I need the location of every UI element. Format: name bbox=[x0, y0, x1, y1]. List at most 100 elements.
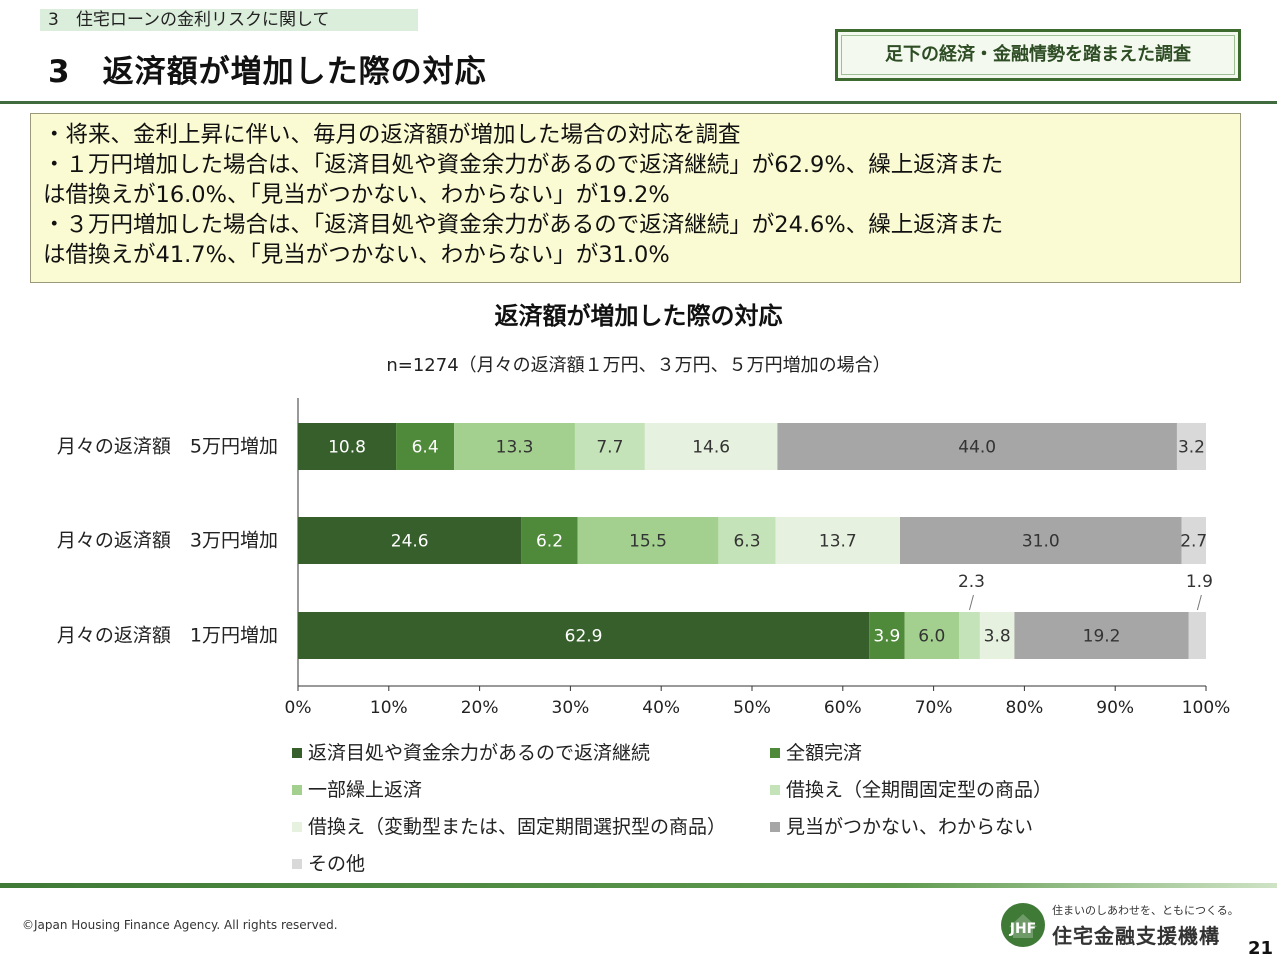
legend-swatch bbox=[292, 859, 302, 869]
bar-segment bbox=[1181, 517, 1206, 564]
x-tick-label: 60% bbox=[824, 698, 862, 718]
bar-segment bbox=[396, 423, 455, 470]
legend-item: 借換え（全期間固定型の商品） bbox=[770, 775, 1052, 802]
category-label: 月々の返済額 5万円増加 bbox=[57, 436, 278, 458]
bar-segment bbox=[904, 612, 960, 659]
bar-segment bbox=[298, 423, 397, 470]
legend-swatch bbox=[770, 748, 780, 758]
data-label: 6.3 bbox=[733, 532, 760, 552]
title-divider bbox=[0, 101, 1277, 104]
agency-logo: JHF 住まいのしあわせを、ともにつくる。 住宅金融支援機構 bbox=[1000, 900, 1248, 955]
legend-swatch bbox=[292, 748, 302, 758]
bar-segment bbox=[1014, 612, 1189, 659]
data-label: 15.5 bbox=[629, 532, 667, 552]
bar-segment bbox=[979, 612, 1015, 659]
legend-label: 全額完済 bbox=[786, 742, 863, 764]
x-tick-label: 90% bbox=[1096, 698, 1134, 718]
data-label: 3.9 bbox=[873, 627, 900, 647]
data-label: 31.0 bbox=[1022, 532, 1060, 552]
legend-swatch bbox=[292, 785, 302, 795]
x-tick-label: 50% bbox=[733, 698, 771, 718]
page-number: 21 bbox=[1248, 938, 1274, 959]
bar-segment bbox=[959, 612, 980, 659]
data-label: 10.8 bbox=[328, 438, 366, 458]
data-label: 6.4 bbox=[412, 438, 439, 458]
data-label: 1.9 bbox=[1186, 572, 1213, 592]
legend-label: 借換え（全期間固定型の商品） bbox=[786, 779, 1053, 801]
bar-segment bbox=[1188, 612, 1206, 659]
bar-segment bbox=[577, 517, 719, 564]
data-label: 24.6 bbox=[391, 532, 429, 552]
data-label: 2.7 bbox=[1180, 532, 1207, 552]
x-tick-label: 10% bbox=[370, 698, 408, 718]
logo-name: 住宅金融支援機構 bbox=[1052, 924, 1220, 948]
data-label: 19.2 bbox=[1083, 627, 1121, 647]
summary-line: は借換えが16.0%、「見当がつかない、わからない」が19.2% bbox=[43, 182, 670, 208]
x-tick-label: 0% bbox=[285, 698, 312, 718]
section-tag: 3 住宅ローンの金利リスクに関して bbox=[40, 9, 418, 31]
legend-swatch bbox=[770, 822, 780, 832]
category-label: 月々の返済額 1万円増加 bbox=[57, 625, 278, 647]
legend-label: 返済目処や資金余力があるので返済継続 bbox=[308, 742, 651, 764]
legend-label: 見当がつかない、わからない bbox=[786, 816, 1034, 838]
page-title: 3 返済額が増加した際の対応 bbox=[48, 54, 487, 90]
copyright-text: ©Japan Housing Finance Agency. All right… bbox=[22, 918, 338, 932]
data-label: 6.2 bbox=[536, 532, 563, 552]
bar-segment bbox=[718, 517, 776, 564]
chart-title: 返済額が増加した際の対応 bbox=[494, 302, 783, 330]
bar-segment bbox=[644, 423, 778, 470]
bar-segment bbox=[775, 517, 901, 564]
data-label: 6.0 bbox=[918, 627, 945, 647]
x-tick-label: 40% bbox=[642, 698, 680, 718]
x-tick-label: 80% bbox=[1006, 698, 1044, 718]
data-label: 62.9 bbox=[565, 627, 603, 647]
house-logo-icon: JHF bbox=[1001, 903, 1045, 947]
legend-label: 一部繰上返済 bbox=[308, 779, 423, 801]
data-label: 2.3 bbox=[958, 572, 985, 592]
bar-segment bbox=[574, 423, 645, 470]
data-label: 13.3 bbox=[496, 438, 534, 458]
category-label: 月々の返済額 3万円増加 bbox=[57, 530, 278, 552]
data-label: 44.0 bbox=[958, 438, 996, 458]
logo-mark-text: JHF bbox=[1009, 921, 1037, 937]
bar-segment bbox=[298, 517, 522, 564]
x-tick-label: 20% bbox=[461, 698, 499, 718]
x-tick-label: 30% bbox=[552, 698, 590, 718]
data-label: 13.7 bbox=[819, 532, 857, 552]
legend-label: 借換え（変動型または、固定期間選択型の商品） bbox=[308, 816, 727, 838]
summary-line: ・３万円増加した場合は、「返済目処や資金余力があるので返済継続」が24.6%、繰… bbox=[43, 212, 1004, 238]
chart-subtitle: n=1274（月々の返済額１万円、３万円、５万円増加の場合） bbox=[386, 355, 891, 376]
summary-box: ・将来、金利上昇に伴い、毎月の返済額が増加した場合の対応を調査 ・１万円増加した… bbox=[30, 113, 1241, 283]
x-tick-label: 70% bbox=[915, 698, 953, 718]
data-label-leader bbox=[968, 594, 974, 611]
bar-segment bbox=[521, 517, 578, 564]
summary-line: ・１万円増加した場合は、「返済目処や資金余力があるので返済継続」が62.9%、繰… bbox=[43, 152, 1004, 178]
legend-item: 返済目処や資金余力があるので返済継続 bbox=[292, 738, 650, 765]
legend-swatch bbox=[292, 822, 302, 832]
bar-segment bbox=[869, 612, 905, 659]
data-label: 7.7 bbox=[596, 438, 623, 458]
legend-item: 借換え（変動型または、固定期間選択型の商品） bbox=[292, 812, 726, 839]
legend-item: 全額完済 bbox=[770, 738, 862, 765]
footer-divider bbox=[0, 883, 1277, 888]
data-label: 3.8 bbox=[984, 627, 1011, 647]
survey-badge: 足下の経済・金融情勢を踏まえた調査 bbox=[835, 29, 1241, 81]
legend-swatch bbox=[770, 785, 780, 795]
summary-line: ・将来、金利上昇に伴い、毎月の返済額が増加した場合の対応を調査 bbox=[43, 122, 741, 148]
summary-line: は借換えが41.7%、「見当がつかない、わからない」が31.0% bbox=[43, 242, 670, 268]
data-label-leader bbox=[1196, 594, 1202, 611]
bar-segment bbox=[777, 423, 1177, 470]
data-label: 3.2 bbox=[1178, 438, 1205, 458]
legend-item: 一部繰上返済 bbox=[292, 775, 422, 802]
legend-item: その他 bbox=[292, 849, 365, 876]
bar-segment bbox=[454, 423, 575, 470]
logo-tagline: 住まいのしあわせを、ともにつくる。 bbox=[1052, 904, 1239, 917]
data-label: 14.6 bbox=[692, 438, 730, 458]
bar-segment bbox=[1176, 423, 1206, 470]
legend-item: 見当がつかない、わからない bbox=[770, 812, 1033, 839]
legend-label: その他 bbox=[308, 853, 366, 875]
x-tick-label: 100% bbox=[1182, 698, 1231, 718]
bar-segment bbox=[900, 517, 1182, 564]
bar-segment bbox=[298, 612, 870, 659]
